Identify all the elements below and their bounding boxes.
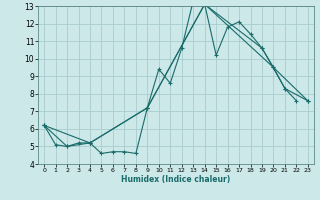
X-axis label: Humidex (Indice chaleur): Humidex (Indice chaleur) (121, 175, 231, 184)
